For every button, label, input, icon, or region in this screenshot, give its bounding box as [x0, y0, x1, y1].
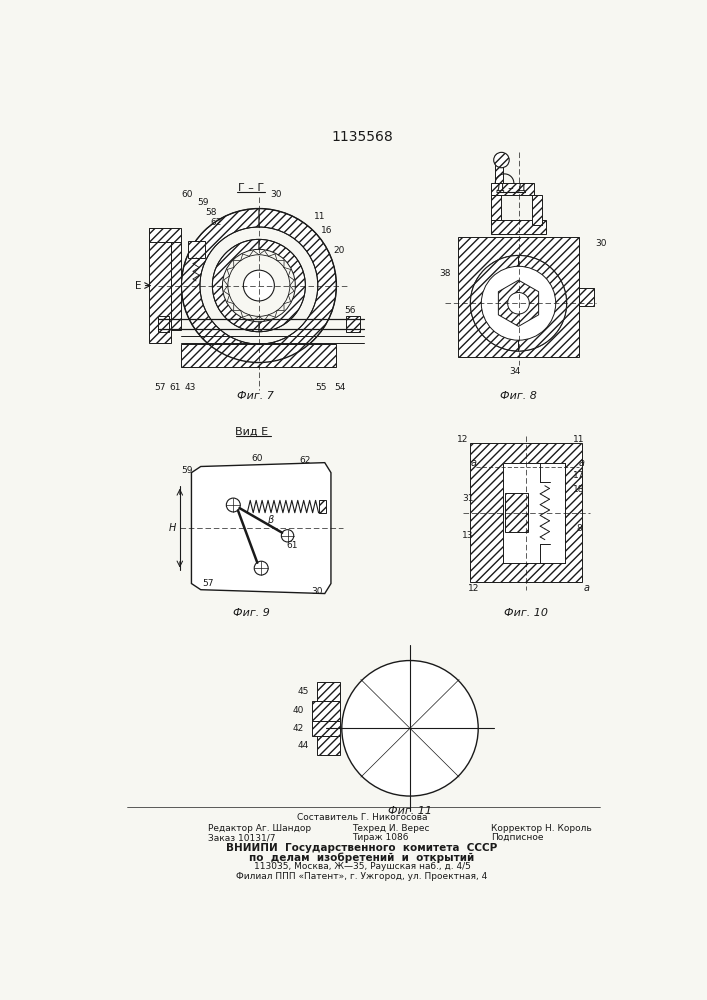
Circle shape: [226, 498, 240, 512]
Text: Редактор Аг. Шандор: Редактор Аг. Шандор: [209, 824, 312, 833]
Text: Корректор Н. Король: Корректор Н. Король: [491, 824, 592, 833]
Text: Составитель Г. Никогосова: Составитель Г. Никогосова: [297, 813, 427, 822]
Polygon shape: [498, 280, 539, 326]
Bar: [491, 195, 501, 220]
Text: 42: 42: [293, 724, 304, 733]
Text: Тираж 1086: Тираж 1086: [352, 833, 409, 842]
Text: Фиг. 7: Фиг. 7: [237, 391, 274, 401]
Wedge shape: [259, 239, 305, 332]
Text: 113035, Москва, Ж—35, Раушская наб., д. 4/5: 113035, Москва, Ж—35, Раушская наб., д. …: [254, 862, 470, 871]
Circle shape: [493, 152, 509, 168]
Text: β: β: [267, 515, 274, 525]
Text: Вид Е: Вид Е: [235, 427, 268, 437]
Text: 62: 62: [211, 218, 222, 227]
Bar: [491, 183, 534, 195]
Bar: [319, 500, 327, 513]
Bar: [491, 220, 546, 234]
Text: Фиг. 10: Фиг. 10: [504, 608, 548, 618]
Bar: [532, 195, 542, 225]
Text: E: E: [136, 281, 142, 291]
Bar: [458, 237, 579, 357]
Text: 44: 44: [298, 741, 309, 750]
Wedge shape: [212, 239, 259, 332]
Bar: [505, 493, 528, 532]
Text: Д – Д: Д – Д: [496, 183, 526, 193]
Bar: [182, 344, 337, 367]
Text: Подписное: Подписное: [491, 833, 544, 842]
Text: по  делам  изобретений  и  открытий: по делам изобретений и открытий: [250, 852, 474, 863]
Text: 13: 13: [462, 531, 474, 540]
Text: 59: 59: [197, 198, 209, 207]
Text: 11: 11: [314, 212, 325, 221]
Text: Фиг. 11: Фиг. 11: [388, 806, 432, 816]
Text: 62: 62: [300, 456, 311, 465]
Wedge shape: [518, 256, 566, 351]
Wedge shape: [182, 209, 259, 363]
Text: Фиг. 8: Фиг. 8: [500, 391, 537, 401]
Text: a: a: [584, 583, 590, 593]
Text: 17: 17: [573, 471, 585, 480]
Text: 30: 30: [270, 190, 281, 199]
Text: 43: 43: [185, 383, 197, 392]
Text: a: a: [579, 458, 585, 468]
Text: 61: 61: [170, 383, 181, 392]
Bar: [579, 288, 595, 306]
Bar: [149, 228, 182, 242]
Text: 18: 18: [573, 485, 585, 494]
Text: 16: 16: [321, 226, 333, 235]
Bar: [503, 463, 565, 563]
Bar: [149, 228, 170, 343]
Text: 55: 55: [315, 383, 327, 392]
Text: 12: 12: [468, 584, 479, 593]
Text: Заказ 10131/7: Заказ 10131/7: [209, 833, 276, 842]
Text: 38: 38: [439, 269, 450, 278]
Circle shape: [281, 530, 293, 542]
Bar: [158, 316, 169, 332]
Text: 61: 61: [286, 541, 298, 550]
Bar: [495, 160, 503, 183]
Bar: [312, 701, 340, 721]
Circle shape: [470, 256, 566, 351]
Text: 60: 60: [182, 190, 193, 199]
Text: Филиал ППП «Патент», г. Ужгород, ул. Проектная, 4: Филиал ППП «Патент», г. Ужгород, ул. Про…: [236, 872, 488, 881]
Bar: [317, 736, 340, 755]
Text: 54: 54: [334, 383, 346, 392]
Text: 60: 60: [252, 454, 263, 463]
Wedge shape: [259, 209, 337, 363]
Text: 11: 11: [573, 435, 585, 444]
Bar: [317, 682, 340, 701]
Circle shape: [243, 270, 274, 301]
Text: 59: 59: [181, 466, 192, 475]
Text: 1135568: 1135568: [331, 130, 393, 144]
Text: ВНИИПИ  Государственного  комитета  СССР: ВНИИПИ Государственного комитета СССР: [226, 843, 498, 853]
Text: 57: 57: [154, 383, 165, 392]
Text: 20: 20: [333, 246, 344, 255]
Text: H: H: [169, 523, 177, 533]
Bar: [312, 721, 340, 736]
Bar: [346, 316, 360, 332]
Text: 8: 8: [576, 524, 582, 533]
Text: 56: 56: [344, 306, 356, 315]
Bar: [170, 242, 182, 330]
Circle shape: [341, 661, 478, 796]
Text: 30: 30: [595, 239, 607, 248]
Text: 12: 12: [457, 435, 469, 444]
Wedge shape: [470, 256, 518, 351]
Text: Г – Г: Г – Г: [238, 183, 264, 193]
Text: 30: 30: [311, 587, 323, 596]
Bar: [470, 443, 582, 582]
Bar: [187, 241, 204, 258]
Text: Фиг. 9: Фиг. 9: [233, 608, 269, 618]
Circle shape: [255, 561, 268, 575]
Text: 40: 40: [293, 706, 304, 715]
Text: 31: 31: [462, 494, 474, 503]
Text: 34: 34: [509, 367, 520, 376]
Circle shape: [508, 292, 530, 314]
Text: 45: 45: [298, 687, 309, 696]
Text: 57: 57: [203, 579, 214, 588]
Text: a: a: [471, 458, 477, 468]
Text: 58: 58: [205, 208, 216, 217]
Text: Техред И. Верес: Техред И. Верес: [352, 824, 429, 833]
Polygon shape: [192, 463, 331, 594]
